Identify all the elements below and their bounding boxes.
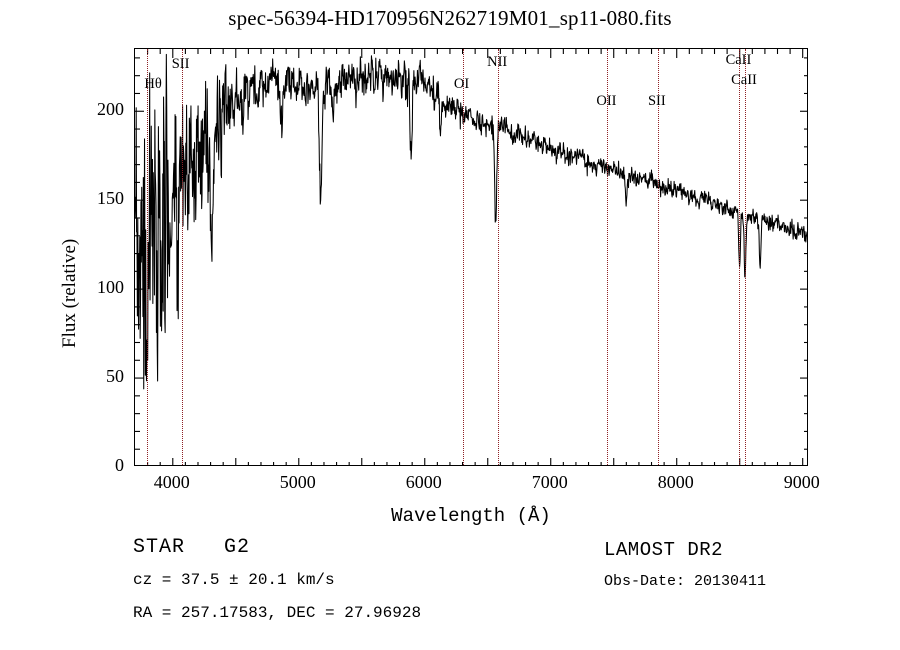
line-label-SII-1: SII [171, 56, 190, 72]
object-type: STAR [133, 536, 186, 559]
y-tick-label: 50 [106, 366, 124, 387]
line-marker-OII-4 [607, 49, 609, 465]
line-label-OI-2: OI [453, 76, 470, 92]
y-tick-label: 100 [97, 277, 124, 298]
observation-date: Obs-Date: 20130411 [604, 573, 767, 590]
spectral-class: G2 [224, 536, 251, 559]
line-marker-CaII-7 [745, 49, 747, 465]
coordinates: RA = 257.17583, DEC = 27.96928 [133, 604, 422, 622]
y-tick-label: 200 [97, 99, 124, 120]
line-marker-OI-2 [462, 49, 465, 465]
x-tick-label: 7000 [531, 472, 568, 492]
line-label-SII-5: SII [647, 93, 666, 109]
line-label-H-0: Hθ [144, 76, 162, 92]
line-marker-NII-3 [498, 49, 500, 465]
object-classification: STAR G2 [133, 536, 250, 559]
x-tick-label: 6000 [405, 472, 442, 492]
line-marker-H-0 [147, 49, 149, 465]
page-title: spec-56394-HD170956N262719M01_sp11-080.f… [228, 6, 672, 30]
x-tick-label: 9000 [783, 472, 820, 492]
line-marker-SII-5 [657, 49, 660, 465]
x-tick-label: 8000 [657, 472, 694, 492]
x-axis-label: Wavelength (Å) [391, 505, 551, 527]
line-label-CaII-7: CaII [731, 72, 757, 88]
plot-area[interactable] [134, 48, 808, 466]
spectrum-trace [135, 49, 807, 465]
y-axis-label-wrap: Flux (relative) [40, 120, 80, 360]
y-tick-label: 150 [97, 188, 124, 209]
x-tick-label: 4000 [153, 472, 190, 492]
survey-name: LAMOST DR2 [604, 539, 724, 561]
line-marker-SII-1 [181, 49, 184, 465]
line-label-NII-3: NII [487, 54, 508, 70]
x-tick-label: 5000 [279, 472, 316, 492]
line-marker-CaII-6 [739, 49, 741, 465]
line-label-OII-4: OII [596, 93, 617, 109]
line-label-CaII-6: CaII [725, 52, 752, 68]
plot-canvas [135, 49, 807, 465]
y-tick-label: 0 [115, 455, 124, 475]
redshift-velocity: cz = 37.5 ± 20.1 km/s [133, 571, 335, 589]
